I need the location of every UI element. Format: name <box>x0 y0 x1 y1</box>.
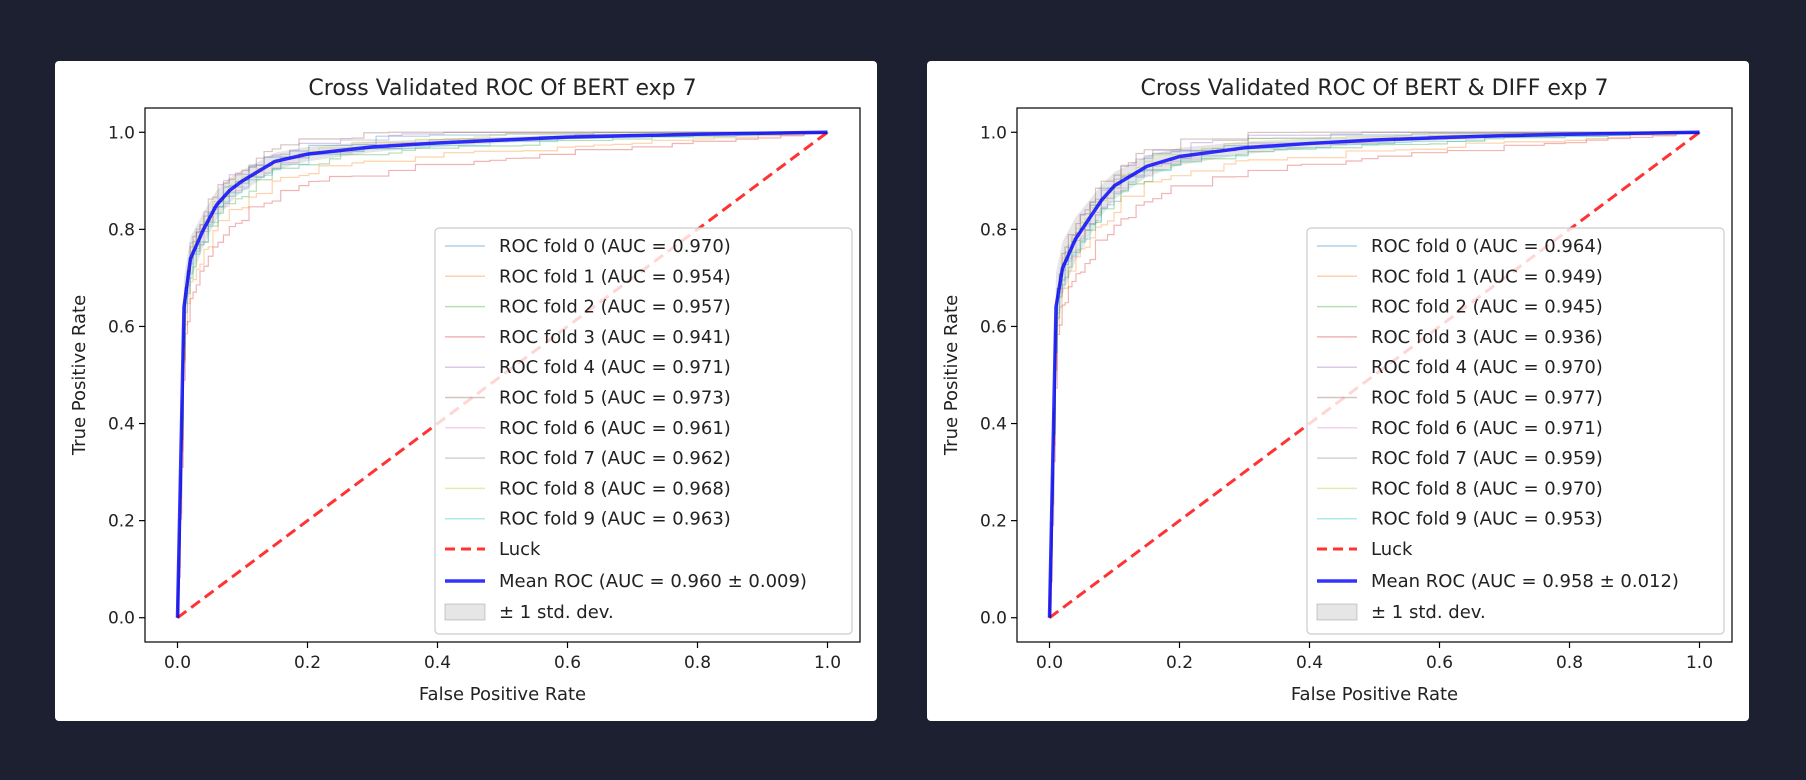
y-tick-label: 0.6 <box>980 317 1007 337</box>
legend-fold-7-label: ROC fold 7 (AUC = 0.959) <box>1371 448 1603 469</box>
roc-chart-bert-diff: Cross Validated ROC Of BERT & DIFF exp 7… <box>941 76 1733 705</box>
y-tick-label: 0.0 <box>980 609 1007 629</box>
legend-fold-6-label: ROC fold 6 (AUC = 0.961) <box>499 418 731 439</box>
y-tick-label: 0.4 <box>108 415 135 435</box>
chart-title: Cross Validated ROC Of BERT & DIFF exp 7 <box>1140 76 1608 101</box>
legend-std-swatch <box>1316 603 1358 621</box>
legend-mean-label: Mean ROC (AUC = 0.958 ± 0.012) <box>1371 571 1679 592</box>
legend: ROC fold 0 (AUC = 0.970) ROC fold 1 (AUC … <box>434 227 853 635</box>
y-tick-label: 0.2 <box>980 512 1007 532</box>
x-tick-label: 1.0 <box>1686 653 1713 673</box>
x-tick-label: 0.4 <box>424 653 451 673</box>
std-dev-band <box>1049 132 1700 618</box>
legend-fold-3-label: ROC fold 3 (AUC = 0.941) <box>499 327 731 348</box>
x-tick-label: 0.0 <box>164 653 191 673</box>
legend-fold-9-label: ROC fold 9 (AUC = 0.963) <box>499 509 731 530</box>
x-tick-label: 1.0 <box>814 653 841 673</box>
legend-std-label: ± 1 std. dev. <box>499 602 614 623</box>
mean-roc-curve <box>1047 130 1700 618</box>
y-tick-label: 0.8 <box>980 220 1007 240</box>
y-tick-label: 0.6 <box>108 317 135 337</box>
x-axis-label: False Positive Rate <box>1291 684 1458 705</box>
plot-area <box>1047 130 1701 619</box>
roc-fold-1-curve <box>177 132 829 619</box>
legend-fold-4-label: ROC fold 4 (AUC = 0.970) <box>1371 357 1603 378</box>
y-tick-label: 0.0 <box>108 609 135 629</box>
axes-frame <box>144 107 861 643</box>
legend-fold-0-label: ROC fold 0 (AUC = 0.970) <box>499 236 731 257</box>
x-tick-label: 0.4 <box>1296 653 1323 673</box>
roc-chart-bert: Cross Validated ROC Of BERT exp 7 0.0 0.2 0… <box>69 76 861 705</box>
x-tick-label: 0.0 <box>1036 653 1063 673</box>
legend-fold-9-label: ROC fold 9 (AUC = 0.953) <box>1371 509 1603 530</box>
legend-fold-4-label: ROC fold 4 (AUC = 0.971) <box>499 357 731 378</box>
legend-fold-7-label: ROC fold 7 (AUC = 0.962) <box>499 448 731 469</box>
legend-fold-3-label: ROC fold 3 (AUC = 0.936) <box>1371 327 1603 348</box>
chart-title: Cross Validated ROC Of BERT exp 7 <box>308 76 696 101</box>
roc-fold-3-curve <box>1049 132 1701 619</box>
y-tick-label: 0.4 <box>980 415 1007 435</box>
legend-fold-1-label: ROC fold 1 (AUC = 0.954) <box>499 266 731 287</box>
mean-roc-curve <box>175 130 828 618</box>
y-tick-label: 0.8 <box>108 220 135 240</box>
legend-luck-label: Luck <box>1371 539 1413 560</box>
x-tick-label: 0.2 <box>1166 653 1193 673</box>
legend-fold-2-label: ROC fold 2 (AUC = 0.945) <box>1371 297 1603 318</box>
plot-area <box>175 130 829 619</box>
y-tick-label: 1.0 <box>980 123 1007 143</box>
x-tick-label: 0.6 <box>554 653 581 673</box>
y-axis-label: True Positive Rate <box>69 295 90 456</box>
x-tick-label: 0.2 <box>294 653 321 673</box>
legend-mean-label: Mean ROC (AUC = 0.960 ± 0.009) <box>499 571 807 592</box>
roc-chart-panel-bert-diff: Cross Validated ROC Of BERT & DIFF exp 7… <box>927 61 1749 721</box>
roc-fold-1-curve <box>1049 132 1701 619</box>
y-tick-label: 0.2 <box>108 512 135 532</box>
roc-fold-4-curve <box>1048 131 1700 619</box>
y-tick-label: 1.0 <box>108 123 135 143</box>
legend-std-swatch <box>444 603 486 621</box>
x-tick-label: 0.8 <box>684 653 711 673</box>
legend-fold-8-label: ROC fold 8 (AUC = 0.968) <box>499 478 731 499</box>
legend-fold-5-label: ROC fold 5 (AUC = 0.973) <box>499 388 731 409</box>
legend-box <box>434 227 853 635</box>
roc-fold-2-curve <box>1049 132 1701 619</box>
legend-fold-6-label: ROC fold 6 (AUC = 0.971) <box>1371 418 1603 439</box>
x-axis-label: False Positive Rate <box>419 684 586 705</box>
y-axis-label: True Positive Rate <box>941 295 962 456</box>
axes-frame <box>1016 107 1733 643</box>
legend: ROC fold 0 (AUC = 0.964) ROC fold 1 (AUC … <box>1306 227 1725 635</box>
legend-fold-1-label: ROC fold 1 (AUC = 0.949) <box>1371 266 1603 287</box>
roc-chart-panel-bert: Cross Validated ROC Of BERT exp 7 0.0 0.2 0… <box>55 61 877 721</box>
legend-fold-8-label: ROC fold 8 (AUC = 0.970) <box>1371 478 1603 499</box>
x-tick-label: 0.6 <box>1426 653 1453 673</box>
roc-fold-3-curve <box>177 132 829 619</box>
legend-fold-5-label: ROC fold 5 (AUC = 0.977) <box>1371 388 1603 409</box>
legend-std-label: ± 1 std. dev. <box>1371 602 1486 623</box>
legend-fold-0-label: ROC fold 0 (AUC = 0.964) <box>1371 236 1603 257</box>
legend-luck-label: Luck <box>499 539 541 560</box>
legend-fold-2-label: ROC fold 2 (AUC = 0.957) <box>499 297 731 318</box>
x-tick-label: 0.8 <box>1556 653 1583 673</box>
legend-box <box>1306 227 1725 635</box>
